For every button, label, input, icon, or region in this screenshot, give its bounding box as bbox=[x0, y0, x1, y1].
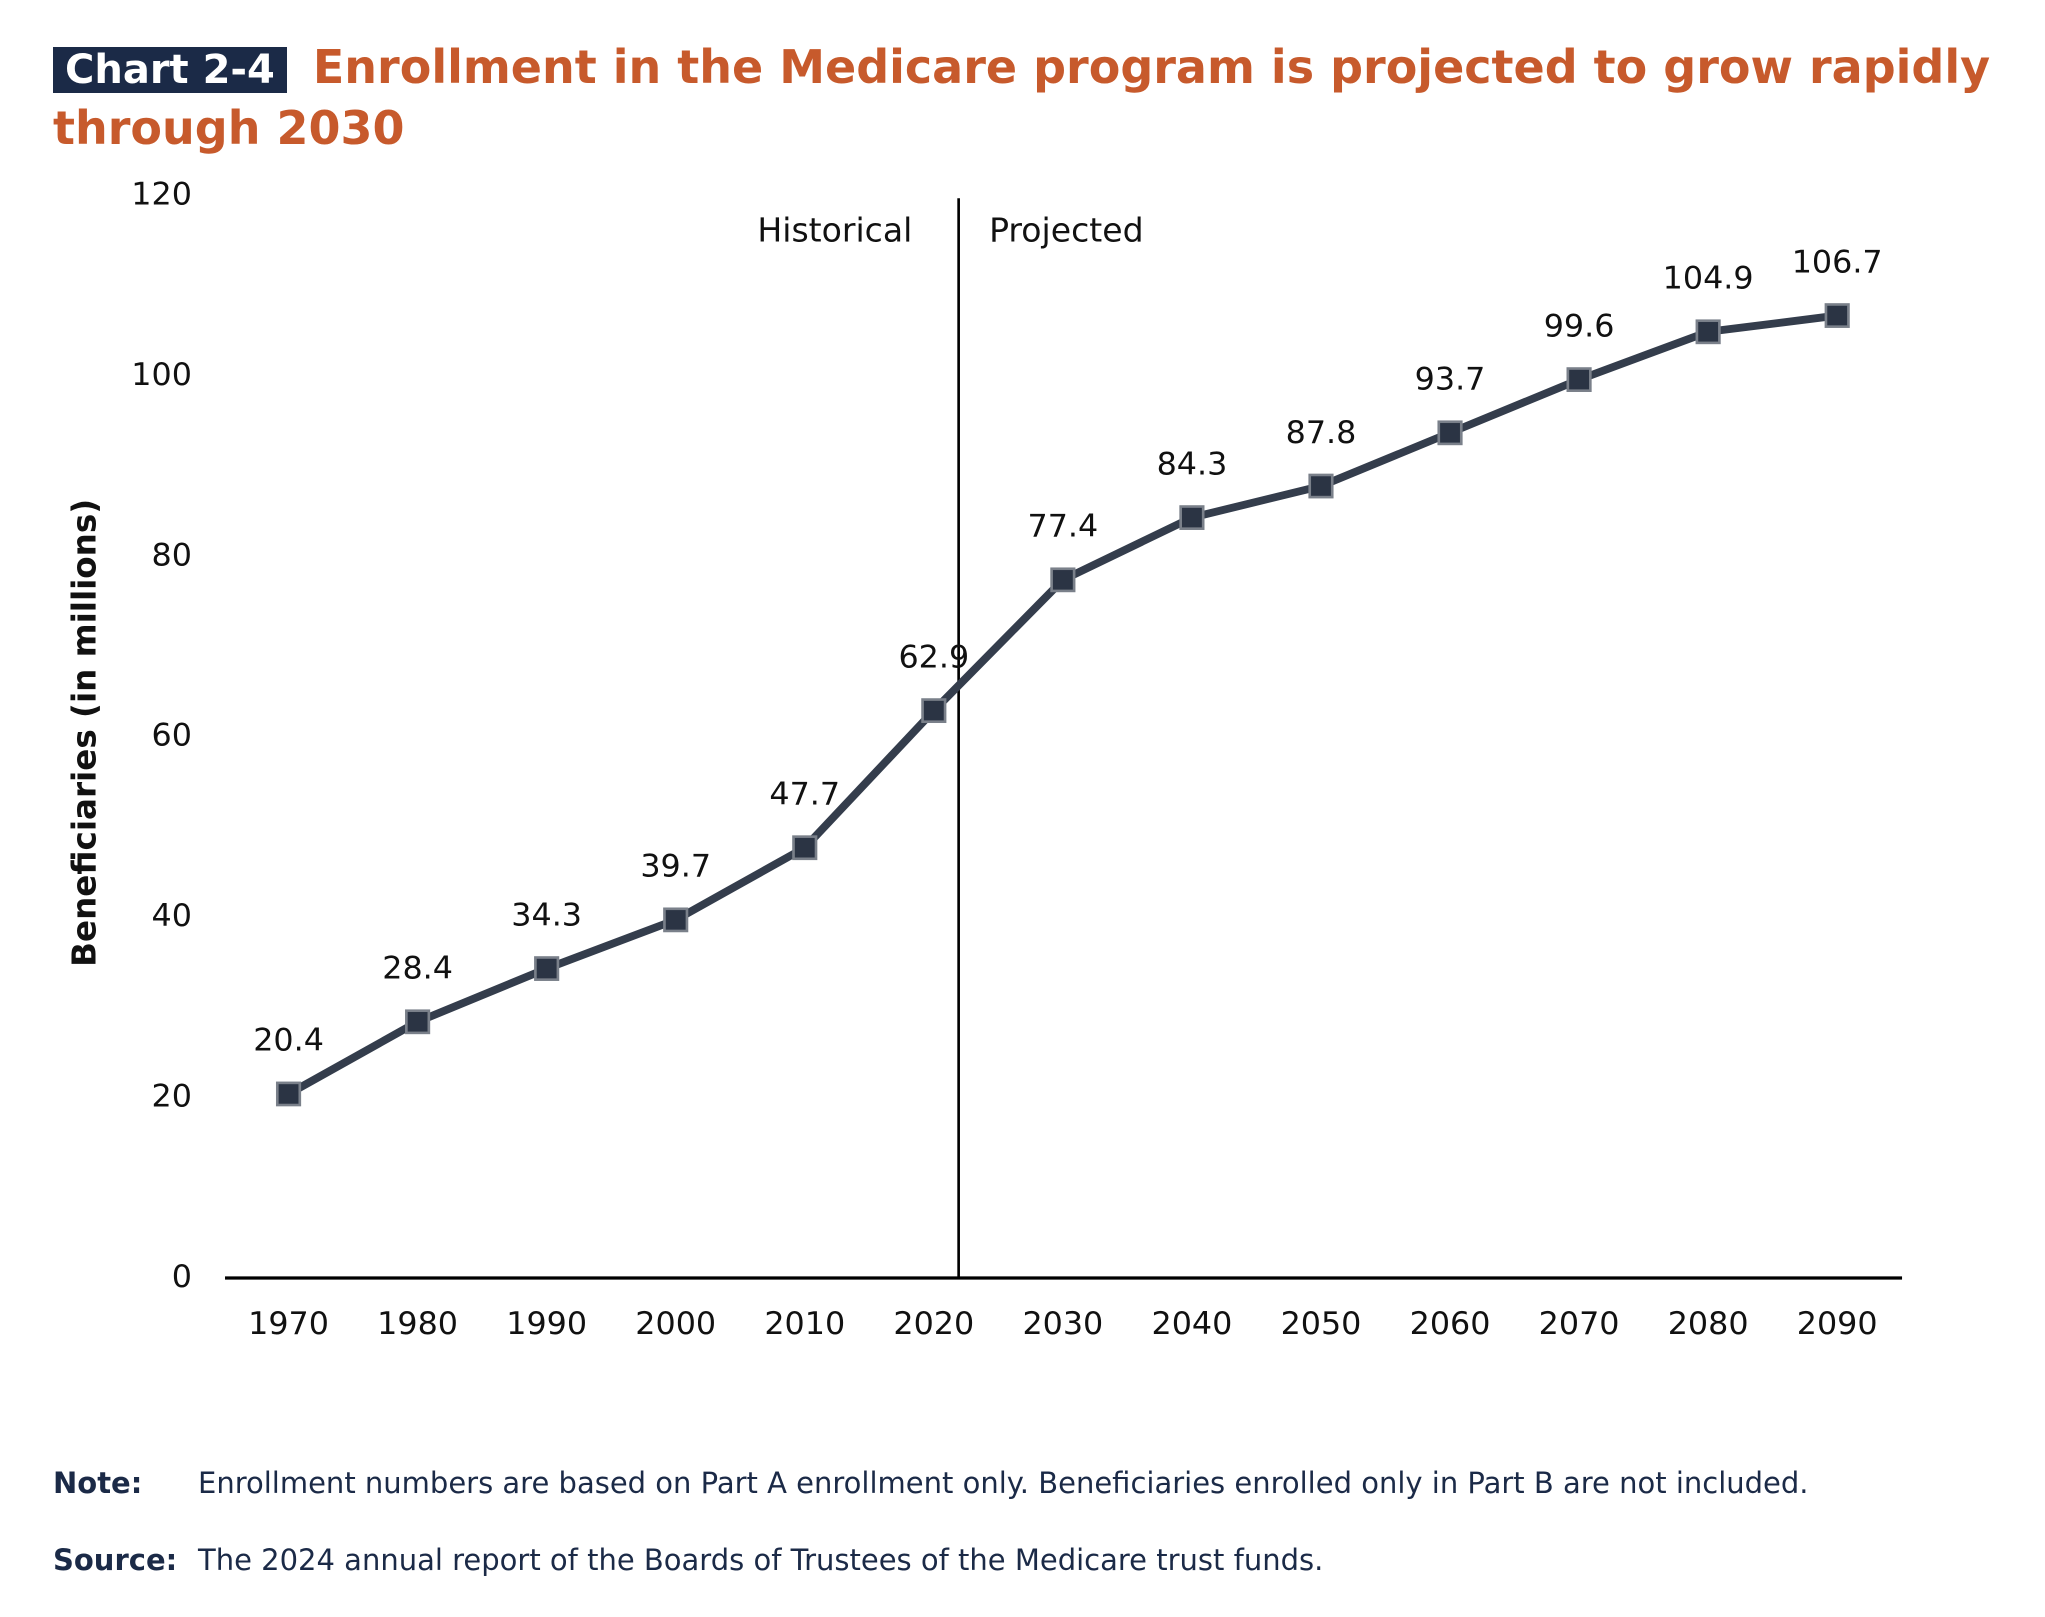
marker bbox=[792, 835, 818, 861]
marker bbox=[1308, 473, 1334, 499]
marker bbox=[921, 698, 947, 724]
annotation: Historical bbox=[757, 212, 912, 250]
data-label: 106.7 bbox=[1792, 245, 1883, 281]
x-tick-label: 2080 bbox=[1668, 1306, 1749, 1342]
data-label: 84.3 bbox=[1157, 447, 1228, 483]
x-tick-label: 2030 bbox=[1022, 1306, 1103, 1342]
source-text: The 2024 annual report of the Boards of … bbox=[198, 1543, 1324, 1577]
line bbox=[286, 311, 1838, 1098]
annotation: Projected bbox=[989, 212, 1143, 250]
marker bbox=[1695, 319, 1721, 345]
source: Source: The 2024 annual report of the Boa… bbox=[53, 1543, 1323, 1577]
x-tick-label: 1970 bbox=[248, 1306, 329, 1342]
data-label: 99.6 bbox=[1544, 309, 1615, 345]
data-label: 39.7 bbox=[640, 849, 711, 885]
x-tick-label: 2040 bbox=[1152, 1306, 1233, 1342]
y-tick-label: 100 bbox=[131, 357, 192, 393]
y-tick-label: 40 bbox=[152, 898, 192, 934]
data-label: 34.3 bbox=[511, 898, 582, 934]
note-text: Enrollment numbers are based on Part A e… bbox=[198, 1466, 1809, 1500]
x-tick-label: 2060 bbox=[1410, 1306, 1491, 1342]
x-tick-label: 2000 bbox=[635, 1306, 716, 1342]
x-tick-label: 2050 bbox=[1281, 1306, 1362, 1342]
note-label: Note: bbox=[53, 1466, 143, 1500]
marker bbox=[1179, 505, 1205, 530]
x-tick-label: 2090 bbox=[1797, 1306, 1878, 1342]
y-axis-title: Beneficiaries (in millions) bbox=[65, 499, 103, 967]
marker bbox=[275, 1081, 302, 1107]
marker bbox=[405, 1009, 431, 1035]
y-tick-label: 120 bbox=[131, 177, 192, 213]
note: Note: Enrollment numbers are based on Par… bbox=[53, 1466, 1809, 1500]
y-tick-label: 60 bbox=[152, 718, 192, 754]
x-tick-label: 2020 bbox=[893, 1306, 974, 1342]
marker bbox=[1437, 420, 1463, 446]
x-tick-label: 1990 bbox=[506, 1306, 587, 1342]
marker bbox=[1824, 303, 1850, 328]
y-tick-label: 80 bbox=[152, 538, 192, 574]
marker bbox=[663, 907, 689, 933]
marker bbox=[1050, 567, 1076, 593]
marker bbox=[1566, 367, 1592, 392]
source-label: Source: bbox=[53, 1543, 178, 1577]
y-tick-label: 20 bbox=[152, 1079, 192, 1115]
chart-title: Enrollment in the Medicare program is pr… bbox=[53, 40, 1991, 155]
data-label: 47.7 bbox=[769, 777, 840, 813]
x-tick-label: 2070 bbox=[1539, 1306, 1620, 1342]
header: Chart 2-4 Enrollment in the Medicare prog… bbox=[53, 38, 2013, 157]
x-tick-label: 2010 bbox=[764, 1306, 845, 1342]
data-label: 28.4 bbox=[382, 951, 453, 987]
data-label: 104.9 bbox=[1663, 261, 1754, 297]
x-tick-label: 1980 bbox=[377, 1306, 458, 1342]
data-label: 20.4 bbox=[253, 1023, 324, 1059]
chart-label: Chart 2-4 bbox=[53, 47, 287, 93]
data-label: 93.7 bbox=[1415, 362, 1486, 398]
y-tick-label: 0 bbox=[172, 1259, 192, 1295]
data-label: 87.8 bbox=[1286, 415, 1357, 451]
marker bbox=[534, 956, 560, 981]
data-label: 77.4 bbox=[1028, 509, 1099, 545]
data-label: 62.9 bbox=[898, 640, 969, 676]
